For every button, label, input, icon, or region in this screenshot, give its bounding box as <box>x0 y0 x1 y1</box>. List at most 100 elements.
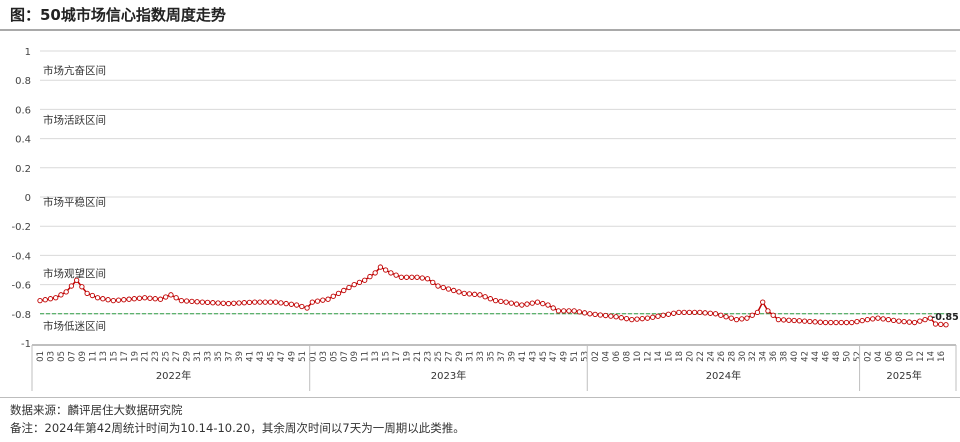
data-point <box>608 313 614 319</box>
x-tick-label: 07 <box>67 351 77 362</box>
remark-note: 备注：2024年第42周统计时间为10.14-10.20，其余周次时间以7天为一… <box>10 421 465 435</box>
x-tick-label: 02 <box>863 351 873 362</box>
data-point <box>587 311 593 317</box>
data-point <box>828 319 834 326</box>
x-tick-label: 23 <box>151 351 161 362</box>
data-point <box>341 287 347 294</box>
x-tick-label: 18 <box>675 351 685 362</box>
data-point <box>189 298 195 305</box>
y-tick-label: 0.8 <box>15 76 31 87</box>
data-point <box>513 301 520 307</box>
data-point <box>194 299 200 305</box>
x-tick-label: 07 <box>340 351 350 362</box>
x-tick-label: 29 <box>455 351 465 362</box>
data-point <box>94 295 101 301</box>
data-point <box>430 279 436 286</box>
data-point <box>492 298 499 304</box>
y-tick-label: -0.8 <box>11 310 31 321</box>
x-tick-label: 21 <box>141 351 151 362</box>
x-tick-label: 43 <box>528 351 538 362</box>
data-point <box>644 315 651 321</box>
y-tick-label: -0.4 <box>11 251 31 262</box>
page-title: 图：50城市场信心指数周度走势 <box>10 6 226 24</box>
data-point <box>53 295 59 301</box>
grid-lines <box>40 50 956 315</box>
data-point <box>665 311 672 317</box>
data-point <box>252 299 258 305</box>
data-point <box>472 291 478 297</box>
data-point <box>676 309 682 315</box>
x-tick-label: 28 <box>727 351 737 362</box>
x-tick-label: 12 <box>643 351 653 362</box>
x-tick-label: 48 <box>832 351 842 362</box>
data-point <box>74 277 80 283</box>
x-tick-label: 05 <box>329 351 339 362</box>
data-point <box>231 300 237 306</box>
data-point <box>278 300 284 306</box>
data-point <box>115 297 122 303</box>
data-point <box>655 313 661 319</box>
data-point <box>152 296 158 302</box>
x-tick-label: 33 <box>476 351 486 362</box>
x-tick-label: 49 <box>287 351 297 362</box>
data-point <box>561 308 567 314</box>
data-point <box>435 283 441 289</box>
data-point <box>388 270 394 276</box>
data-point <box>335 290 342 297</box>
data-point <box>885 316 892 323</box>
x-tick-label: 22 <box>696 351 706 362</box>
x-tick-label: 47 <box>549 351 559 362</box>
x-tick-label: 11 <box>88 351 98 362</box>
x-tick-label: 10 <box>633 351 643 362</box>
data-point <box>246 299 253 306</box>
data-point <box>660 312 666 318</box>
data-point <box>456 289 462 295</box>
data-point <box>791 317 797 324</box>
data-point <box>362 277 368 283</box>
x-tick-label: 11 <box>361 351 371 362</box>
x-tick-label: 16 <box>937 351 947 362</box>
data-point <box>618 315 624 321</box>
data-point <box>582 310 588 316</box>
data-point <box>477 292 483 298</box>
data-point <box>367 273 373 280</box>
zone-label: 市场平稳区间 <box>43 195 106 208</box>
x-tick-label: 45 <box>266 351 276 362</box>
x-tick-label: 13 <box>99 351 109 362</box>
data-point <box>304 305 310 311</box>
data-point <box>424 276 431 282</box>
data-point <box>445 286 452 292</box>
data-point <box>650 314 656 320</box>
data-point <box>854 318 860 325</box>
data-point <box>414 274 420 280</box>
data-point <box>403 274 410 280</box>
data-point <box>330 293 336 299</box>
data-point <box>566 308 572 314</box>
x-tick-label: 17 <box>392 351 402 362</box>
data-point <box>728 315 734 321</box>
data-point <box>519 302 525 308</box>
x-tick-label: 03 <box>319 351 329 362</box>
x-tick-label: 08 <box>623 351 633 362</box>
data-point <box>199 299 206 305</box>
x-tick-label: 15 <box>382 351 392 362</box>
y-tick-label: -0.2 <box>11 222 31 233</box>
x-tick-label: 20 <box>685 351 695 362</box>
data-point <box>89 292 96 299</box>
data-point <box>110 298 116 304</box>
data-point <box>351 281 357 288</box>
x-tick-label: 10 <box>905 351 915 362</box>
x-tick-label: 23 <box>424 351 434 362</box>
x-tick-label: 37 <box>497 351 507 362</box>
data-point <box>372 270 378 276</box>
data-point <box>382 267 389 273</box>
data-point <box>712 311 719 317</box>
data-point <box>257 299 263 305</box>
y-tick-label: 0.2 <box>15 164 31 175</box>
x-tick-label: 02 <box>591 351 601 362</box>
data-point <box>843 319 850 326</box>
x-tick-label: 31 <box>465 351 475 362</box>
data-point <box>508 300 514 306</box>
x-tick-label: 45 <box>539 351 549 362</box>
confidence-index-chart: 1 0.8 0.6 0.4 0.2 0 -0.2 -0.4 -0.6 -0.8 -1 市场亢奋区间市… <box>11 47 959 391</box>
